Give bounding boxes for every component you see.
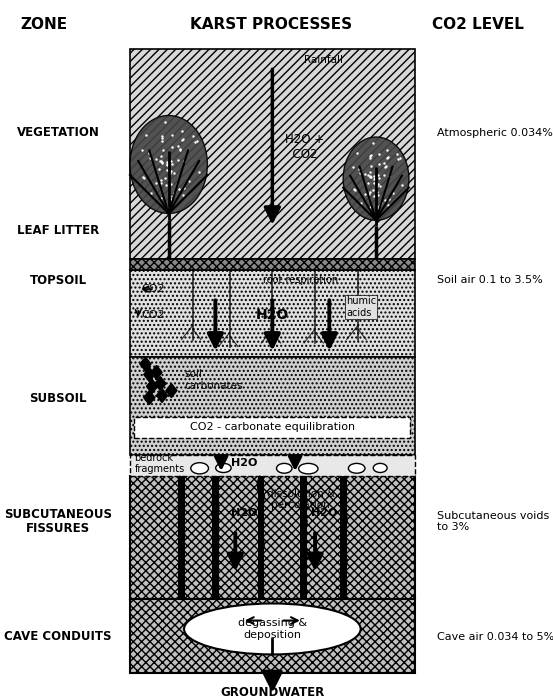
Bar [340, 476, 347, 598]
Text: TOPSOIL: TOPSOIL [29, 274, 87, 286]
Text: CAVE CONDUITS: CAVE CONDUITS [4, 631, 112, 643]
Bar [130, 270, 415, 357]
Polygon shape [140, 357, 151, 371]
Text: Cave air 0.034 to 5%: Cave air 0.034 to 5% [437, 632, 553, 642]
Text: bedrock
fragments: bedrock fragments [134, 453, 185, 474]
Text: SUBCUTANEOUS
FISSURES: SUBCUTANEOUS FISSURES [4, 508, 112, 536]
Bar [130, 357, 415, 455]
Bar [212, 476, 218, 598]
Polygon shape [156, 389, 168, 402]
Ellipse shape [276, 463, 292, 473]
Text: H2O +
  CO2: H2O + CO2 [284, 133, 324, 161]
Polygon shape [151, 365, 162, 379]
Text: Subcutaneous voids 0.0
to 3%: Subcutaneous voids 0.0 to 3% [437, 511, 553, 532]
Bar [130, 49, 415, 259]
Circle shape [130, 116, 207, 214]
Ellipse shape [191, 463, 208, 474]
Text: SUBSOIL: SUBSOIL [29, 393, 87, 405]
Polygon shape [155, 377, 166, 391]
Text: ZONE: ZONE [20, 17, 68, 32]
Bar [178, 476, 185, 598]
Text: H2O: H2O [255, 308, 289, 322]
Text: dissolution &
percolation: dissolution & percolation [267, 489, 335, 510]
Circle shape [343, 137, 409, 220]
Text: root respiration: root respiration [263, 275, 338, 285]
Text: GROUNDWATER: GROUNDWATER [220, 685, 325, 699]
Text: H2O: H2O [311, 508, 337, 518]
Text: CO2 - carbonate equilibration: CO2 - carbonate equilibration [190, 422, 355, 432]
Polygon shape [147, 379, 158, 393]
Ellipse shape [216, 463, 231, 473]
Bar [134, 416, 410, 438]
Text: humic
acids: humic acids [346, 296, 377, 318]
Text: degassing &
deposition: degassing & deposition [238, 618, 307, 640]
Text: KARST PROCESSES: KARST PROCESSES [190, 17, 352, 32]
Text: H2O: H2O [231, 458, 257, 468]
Ellipse shape [299, 463, 318, 474]
Text: H2O: H2O [231, 508, 257, 518]
Ellipse shape [184, 603, 361, 654]
Text: CO2 LEVEL: CO2 LEVEL [432, 17, 524, 32]
Bar [258, 476, 264, 598]
Bar [130, 476, 415, 598]
Bar [130, 598, 415, 673]
Text: CO2: CO2 [141, 284, 165, 294]
Bar [130, 455, 415, 476]
Ellipse shape [373, 463, 387, 473]
Bar [130, 259, 415, 270]
Text: LEAF LITTER: LEAF LITTER [17, 225, 99, 237]
Text: VEGETATION: VEGETATION [17, 127, 100, 139]
Polygon shape [144, 391, 155, 405]
Text: Soil air 0.1 to 3.5%: Soil air 0.1 to 3.5% [437, 275, 542, 285]
Polygon shape [144, 368, 155, 382]
Text: Atmospheric 0.034%: Atmospheric 0.034% [437, 128, 553, 138]
Bar [300, 476, 307, 598]
Text: CO2: CO2 [141, 310, 165, 320]
Text: soil
carbonates: soil carbonates [184, 370, 243, 391]
Text: Rainfall: Rainfall [304, 55, 343, 64]
Polygon shape [166, 384, 177, 398]
Ellipse shape [348, 463, 365, 473]
